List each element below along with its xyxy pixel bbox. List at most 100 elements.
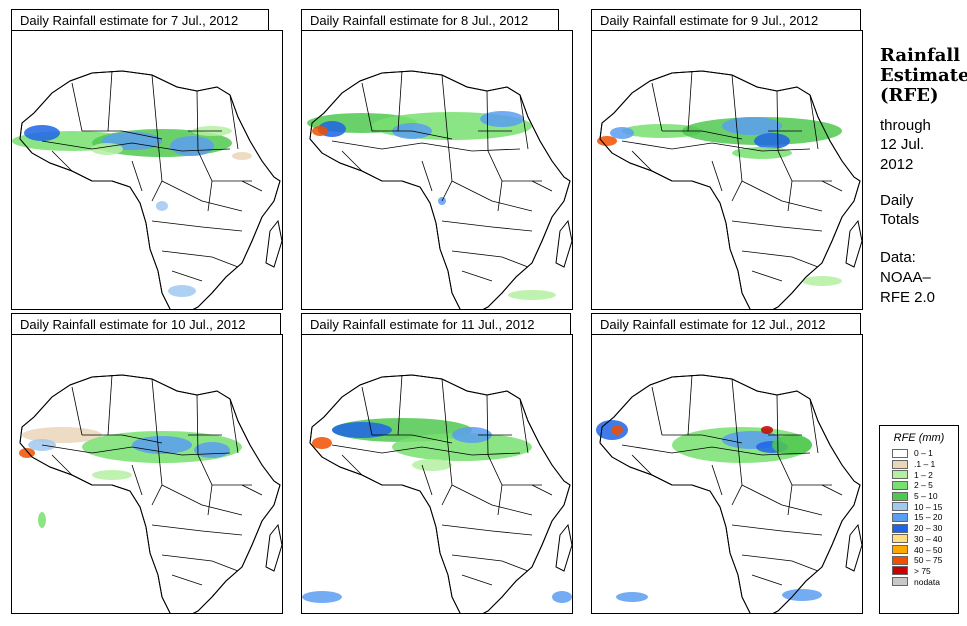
source-line1: NOAA– — [880, 269, 931, 286]
rainfall-area — [312, 437, 332, 449]
map-panel-4 — [11, 334, 283, 614]
rainfall-area — [610, 127, 634, 139]
map-svg — [592, 31, 862, 309]
rainfall-area — [480, 111, 524, 127]
rfe-title-line1: Rainfall — [880, 45, 961, 66]
legend-label: > 75 — [914, 565, 931, 576]
legend-swatch — [892, 577, 908, 587]
country-border — [241, 180, 263, 192]
map-panel-6 — [591, 334, 863, 614]
rainfall-area — [302, 591, 342, 603]
legend-label: 20 – 30 — [914, 523, 943, 534]
legend-item: 40 – 50 — [880, 544, 958, 555]
country-border — [421, 464, 433, 496]
country-border — [441, 378, 449, 446]
country-border — [731, 220, 823, 232]
legend-swatch — [892, 448, 908, 458]
madagascar-outline — [265, 523, 282, 572]
country-border — [171, 574, 203, 586]
map-svg — [12, 335, 282, 613]
country-border — [441, 524, 533, 536]
through-text: through — [880, 117, 931, 134]
rainfall-area — [19, 448, 35, 458]
country-border — [451, 250, 529, 268]
daily-text: Daily — [880, 192, 914, 209]
legend-label: 15 – 20 — [914, 512, 943, 523]
legend-item: 50 – 75 — [880, 555, 958, 566]
map-svg — [302, 31, 572, 309]
map-panel-5 — [301, 334, 573, 614]
country-border — [341, 150, 363, 172]
country-border — [196, 90, 199, 152]
country-border — [621, 444, 811, 456]
country-border — [397, 70, 403, 132]
panel-title-3: Daily Rainfall estimate for 9 Jul., 2012 — [591, 9, 861, 31]
country-border — [421, 160, 433, 192]
legend-item: 5 – 10 — [880, 491, 958, 502]
country-border — [651, 386, 663, 436]
madagascar-outline — [265, 219, 282, 268]
country-border — [631, 454, 653, 476]
rainfall-area — [452, 427, 492, 443]
country-border — [751, 270, 783, 282]
country-border — [451, 484, 533, 516]
country-border — [776, 394, 779, 456]
country-border — [451, 554, 529, 572]
country-border — [107, 374, 113, 436]
source-line2: RFE 2.0 — [880, 289, 936, 306]
rainfall-area — [170, 136, 214, 156]
coastline — [599, 70, 861, 309]
legend-title: RFE (mm) — [893, 432, 945, 444]
country-border — [662, 130, 743, 140]
country-border — [731, 524, 823, 536]
country-border — [341, 454, 363, 476]
rainfall-area — [722, 117, 782, 135]
legend-label: 1 – 2 — [914, 469, 933, 480]
rfe-title: Rainfall Estimate (RFE) — [880, 45, 967, 106]
country-border — [741, 180, 823, 212]
madagascar-outline — [555, 523, 572, 572]
map-svg — [302, 335, 572, 613]
legend-swatch — [892, 491, 908, 501]
legend-swatch — [892, 534, 908, 544]
rainfall-area — [772, 435, 812, 455]
legend-label: 5 – 10 — [914, 491, 938, 502]
country-border — [196, 394, 199, 456]
country-border — [82, 130, 163, 140]
rainfall-area — [232, 152, 252, 160]
rainfall-area — [732, 147, 792, 159]
country-border — [519, 398, 529, 454]
country-border — [651, 82, 663, 132]
country-border — [82, 434, 163, 444]
country-border — [151, 74, 159, 142]
country-border — [229, 398, 239, 454]
rainfall-area — [616, 592, 648, 602]
rainfall-area — [312, 126, 328, 136]
legend-item: 15 – 20 — [880, 512, 958, 523]
country-border — [687, 70, 693, 132]
rainfall-area — [508, 290, 556, 300]
totals-text: Totals — [880, 211, 920, 228]
legend-label: 0 – 1 — [914, 448, 933, 459]
rainfall-area — [754, 133, 790, 149]
country-border — [161, 180, 243, 212]
data-label: Data: — [880, 249, 916, 266]
legend-label: nodata — [914, 576, 940, 587]
country-border — [71, 386, 83, 436]
country-border — [51, 150, 73, 172]
country-border — [711, 464, 723, 496]
rfe-title-line2: Estimate — [880, 65, 967, 86]
legend-item: 30 – 40 — [880, 534, 958, 545]
country-border — [809, 398, 819, 454]
country-border — [741, 554, 819, 572]
country-border — [372, 130, 453, 140]
rainfall-area — [611, 425, 623, 435]
country-border — [631, 150, 653, 172]
country-border — [441, 74, 449, 142]
legend-item: 0 – 1 — [880, 448, 958, 459]
legend-item: .1 – 1 — [880, 459, 958, 470]
country-border — [809, 94, 819, 150]
map-panel-2 — [301, 30, 573, 310]
legend-item: 2 – 5 — [880, 480, 958, 491]
